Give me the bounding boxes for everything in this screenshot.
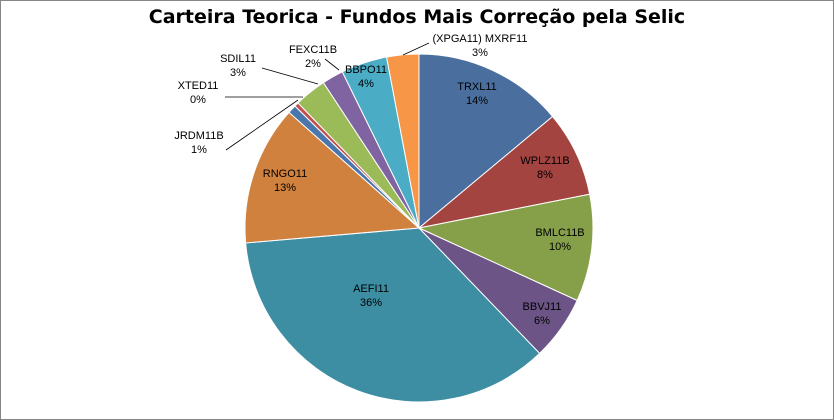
pie-slice-trxl11	[418, 53, 554, 230]
leader-line	[225, 99, 299, 151]
slice-label-rngo11: RNGO11	[263, 168, 307, 180]
slice-percent-jrdm11b: 1%	[191, 144, 207, 156]
slice-percent-bbpo11: 4%	[358, 78, 374, 90]
slice-label-trxl11: TRXL11	[457, 81, 497, 93]
slice-percent-aefi11: 36%	[360, 297, 382, 309]
slice-label-bmlc11b: BMLC11B	[535, 227, 584, 239]
slice-percent-rngo11: 13%	[274, 182, 296, 194]
pie-slice-rngo11	[244, 111, 421, 244]
slice-percent-bmlc11b: 10%	[549, 241, 571, 253]
slice-label-bbvj11: BBVJ11	[523, 301, 562, 313]
pie-slice-bmlc11b	[417, 193, 594, 302]
slice-percent-trxl11: 14%	[466, 95, 488, 107]
pie-slice-xpga11-mxrf11	[385, 53, 420, 229]
slice-label-jrdm11b: JRDM11B	[174, 130, 223, 142]
leader-line	[324, 58, 340, 71]
slice-percent-sdil11: 3%	[230, 67, 246, 79]
slice-percent-wplz11b: 8%	[537, 169, 553, 181]
slice-label-bbpo11: BBPO11	[345, 64, 387, 76]
slice-percent-fexc11b: 2%	[305, 58, 321, 70]
slice-label-xted11: XTED11	[178, 80, 219, 92]
slice-label-sdil11: SDIL11	[220, 53, 256, 65]
leader-line	[261, 67, 319, 85]
slice-percent-xted11: 0%	[190, 94, 206, 106]
slice-label-wplz11b: WPLZ11B	[520, 155, 569, 167]
leader-line	[402, 42, 430, 56]
slice-label-fexc11b: FEXC11B	[289, 44, 337, 56]
slice-label-aefi11: AEFI11	[353, 283, 389, 295]
slice-percent-bbvj11: 6%	[534, 315, 550, 327]
chart-title: Carteira Teorica - Fundos Mais Correção …	[148, 6, 686, 28]
pie-slice-aefi11	[245, 227, 541, 403]
slice-label-xpga11-mxrf11: (XPGA11) MXRF11	[433, 33, 528, 45]
slice-percent-xpga11-mxrf11: 3%	[472, 47, 488, 59]
